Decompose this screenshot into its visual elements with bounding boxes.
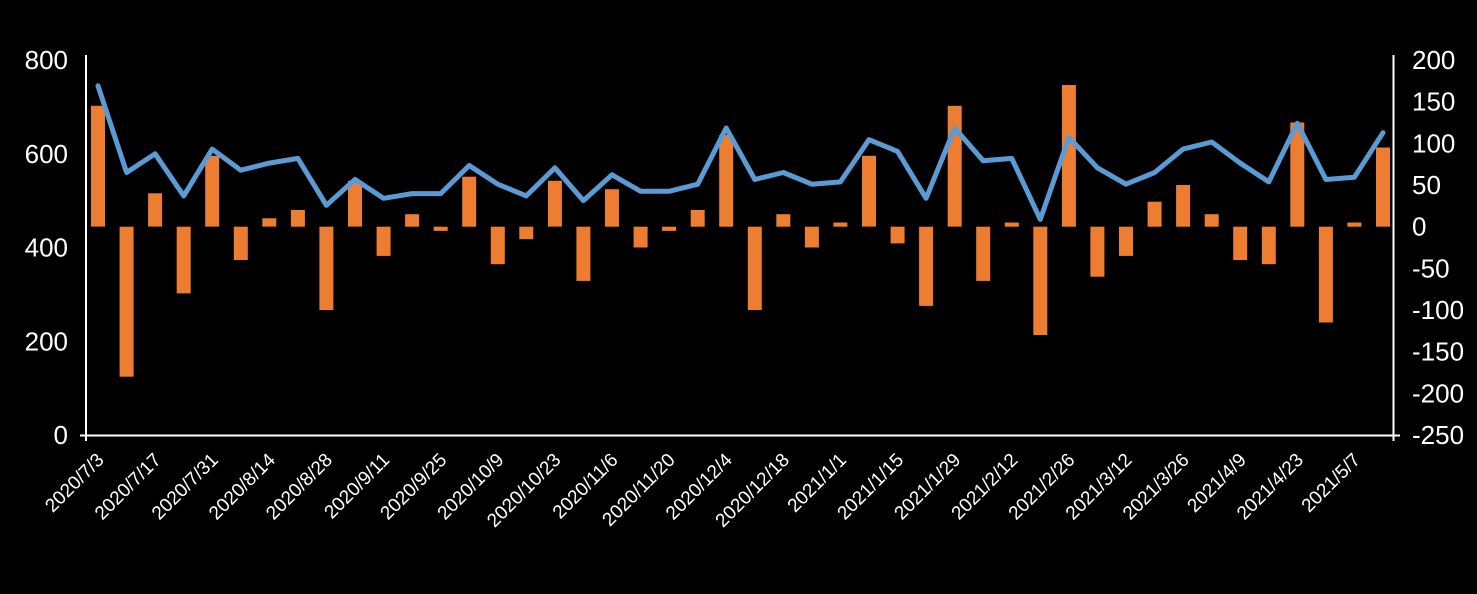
bar (1347, 222, 1362, 227)
left-axis-tick-label: 400 (25, 233, 68, 263)
bar (1033, 226, 1048, 335)
bar (148, 193, 163, 227)
bar (662, 226, 677, 231)
right-axis-tick-label: -50 (1412, 253, 1450, 283)
bar (205, 155, 220, 227)
bar (1147, 201, 1162, 227)
bar (576, 226, 591, 281)
bar (519, 226, 534, 240)
bar (1233, 226, 1248, 260)
bar (176, 226, 191, 294)
bar (233, 226, 248, 260)
bar (976, 226, 991, 281)
bar (862, 155, 876, 227)
bar (690, 210, 705, 227)
bar (547, 180, 562, 227)
right-axis-tick-label: -250 (1412, 420, 1464, 450)
bar (91, 105, 105, 227)
bar (633, 226, 648, 248)
right-axis-tick-label: 100 (1412, 128, 1455, 158)
right-axis-tick-label: -200 (1412, 378, 1464, 408)
bar (833, 222, 848, 227)
left-axis-tick-label: 0 (54, 420, 68, 450)
left-axis-tick-label: 200 (25, 326, 68, 356)
bar (405, 214, 420, 227)
bar (947, 105, 962, 227)
right-axis-tick-label: -150 (1412, 337, 1464, 367)
bar (804, 226, 819, 248)
right-axis-tick-label: -100 (1412, 295, 1464, 325)
bar (348, 180, 362, 227)
bar (1176, 185, 1191, 227)
bar (605, 189, 619, 227)
bar (1261, 226, 1276, 265)
bar (319, 226, 334, 310)
bar (262, 218, 277, 227)
bar (890, 226, 905, 244)
right-axis-tick-label: 0 (1412, 212, 1426, 242)
right-axis-tick-label: 150 (1412, 87, 1455, 117)
bar (433, 226, 448, 231)
left-axis-tick-label: 600 (25, 139, 68, 169)
bar (919, 226, 934, 306)
bar (1090, 226, 1105, 277)
bar (376, 226, 391, 256)
bar (490, 226, 505, 265)
bar (1376, 147, 1390, 227)
bar (776, 214, 791, 227)
bar (462, 176, 477, 227)
bar (290, 210, 305, 227)
bar (1290, 122, 1305, 227)
bar (1061, 85, 1076, 227)
bar (1204, 214, 1219, 227)
bar (747, 226, 762, 310)
line-series (95, 83, 1386, 222)
bar (119, 226, 134, 377)
bar (1004, 222, 1019, 227)
right-axis-tick-label: 200 (1412, 45, 1455, 75)
bar (1119, 226, 1133, 256)
left-axis-tick-label: 800 (25, 45, 68, 75)
right-axis-tick-label: 50 (1412, 170, 1441, 200)
bar (719, 135, 734, 227)
bar (1318, 226, 1333, 323)
